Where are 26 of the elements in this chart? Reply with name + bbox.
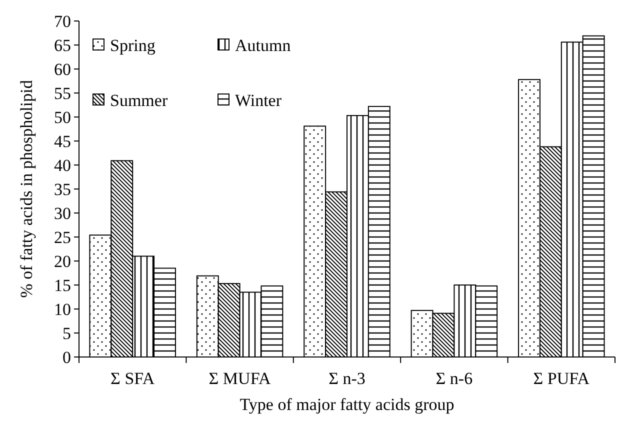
y-tick-label: 45 (54, 132, 71, 151)
y-tick-label: 50 (54, 108, 71, 127)
x-axis-title: Type of major fatty acids group (240, 395, 454, 414)
x-tick-label: Σ n-6 (436, 369, 473, 388)
y-tick-label: 30 (54, 204, 71, 223)
y-tick-label: 65 (54, 36, 71, 55)
y-tick-label: 55 (54, 84, 71, 103)
legend-label: Autumn (235, 36, 292, 55)
y-axis-title: % of fatty acids in phospholipid (17, 80, 36, 298)
y-tick-label: 60 (54, 60, 71, 79)
legend-label: Winter (235, 90, 282, 110)
x-tick-label: Σ PUFA (533, 369, 590, 388)
y-tick-label: 20 (54, 252, 71, 271)
y-tick-label: 5 (62, 324, 71, 343)
x-tick-label: Σ MUFA (208, 369, 272, 388)
y-tick-label: 35 (54, 180, 71, 199)
y-tick-label: 0 (62, 348, 71, 367)
y-tick-label: 15 (54, 276, 71, 295)
y-tick-label: 25 (54, 228, 71, 247)
y-tick-label: 70 (54, 12, 71, 31)
x-tick-label: Σ SFA (110, 369, 156, 388)
legend-label: Summer (110, 90, 168, 110)
legend-label: Spring (110, 36, 156, 55)
y-tick-label: 40 (54, 156, 71, 175)
y-tick-label: 10 (54, 300, 71, 319)
x-tick-label: Σ n-3 (328, 369, 366, 388)
